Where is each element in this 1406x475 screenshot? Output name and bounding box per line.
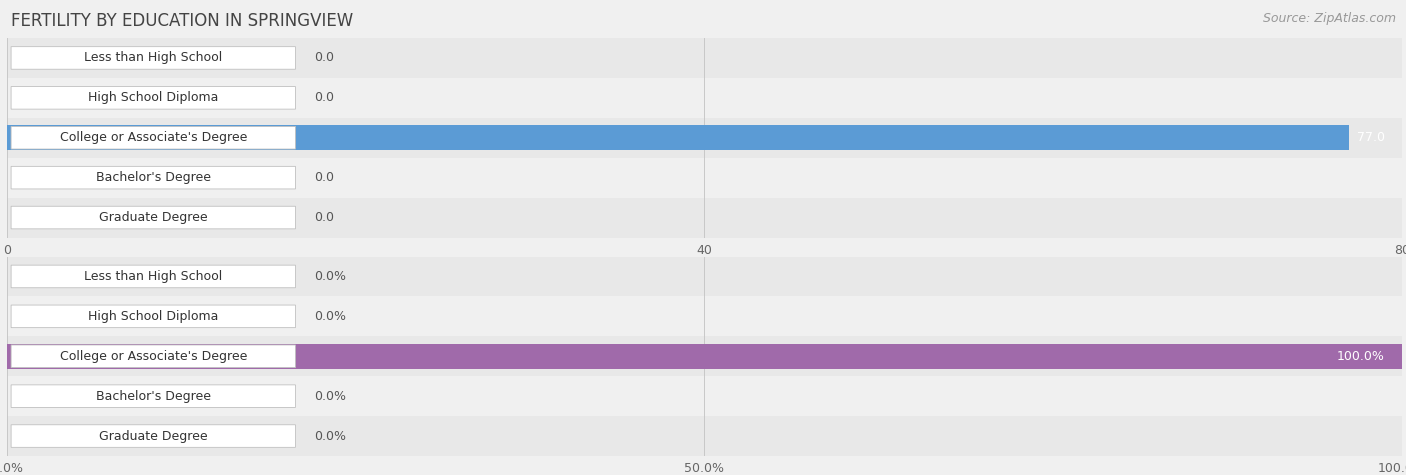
FancyBboxPatch shape: [11, 47, 295, 69]
Text: Source: ZipAtlas.com: Source: ZipAtlas.com: [1263, 12, 1396, 25]
Bar: [7, 125, 1350, 150]
Text: 100.0%: 100.0%: [1337, 350, 1385, 363]
FancyBboxPatch shape: [11, 345, 295, 368]
Text: 0.0: 0.0: [314, 171, 333, 184]
Text: Bachelor's Degree: Bachelor's Degree: [96, 390, 211, 403]
Text: Graduate Degree: Graduate Degree: [98, 429, 208, 443]
Text: 0.0: 0.0: [314, 51, 333, 65]
Text: Less than High School: Less than High School: [84, 51, 222, 65]
Bar: [7, 198, 1402, 238]
Text: 0.0%: 0.0%: [314, 310, 346, 323]
Text: 0.0: 0.0: [314, 91, 333, 104]
FancyBboxPatch shape: [11, 166, 295, 189]
Text: College or Associate's Degree: College or Associate's Degree: [59, 131, 247, 144]
Text: High School Diploma: High School Diploma: [89, 310, 218, 323]
FancyBboxPatch shape: [11, 385, 295, 408]
FancyBboxPatch shape: [11, 265, 295, 288]
Text: 0.0%: 0.0%: [314, 390, 346, 403]
Bar: [7, 344, 1402, 369]
Bar: [7, 38, 1402, 78]
Text: Less than High School: Less than High School: [84, 270, 222, 283]
FancyBboxPatch shape: [11, 206, 295, 229]
FancyBboxPatch shape: [11, 86, 295, 109]
FancyBboxPatch shape: [11, 126, 295, 149]
Bar: [7, 336, 1402, 376]
Text: Graduate Degree: Graduate Degree: [98, 211, 208, 224]
FancyBboxPatch shape: [11, 425, 295, 447]
Text: 77.0: 77.0: [1357, 131, 1385, 144]
Bar: [7, 376, 1402, 416]
Text: 0.0%: 0.0%: [314, 429, 346, 443]
Text: High School Diploma: High School Diploma: [89, 91, 218, 104]
Text: FERTILITY BY EDUCATION IN SPRINGVIEW: FERTILITY BY EDUCATION IN SPRINGVIEW: [11, 12, 353, 30]
Bar: [7, 256, 1402, 296]
Bar: [7, 118, 1402, 158]
Bar: [7, 416, 1402, 456]
Text: Bachelor's Degree: Bachelor's Degree: [96, 171, 211, 184]
Text: College or Associate's Degree: College or Associate's Degree: [59, 350, 247, 363]
Bar: [7, 296, 1402, 336]
Bar: [7, 158, 1402, 198]
Text: 0.0: 0.0: [314, 211, 333, 224]
FancyBboxPatch shape: [11, 305, 295, 328]
Bar: [7, 78, 1402, 118]
Text: 0.0%: 0.0%: [314, 270, 346, 283]
